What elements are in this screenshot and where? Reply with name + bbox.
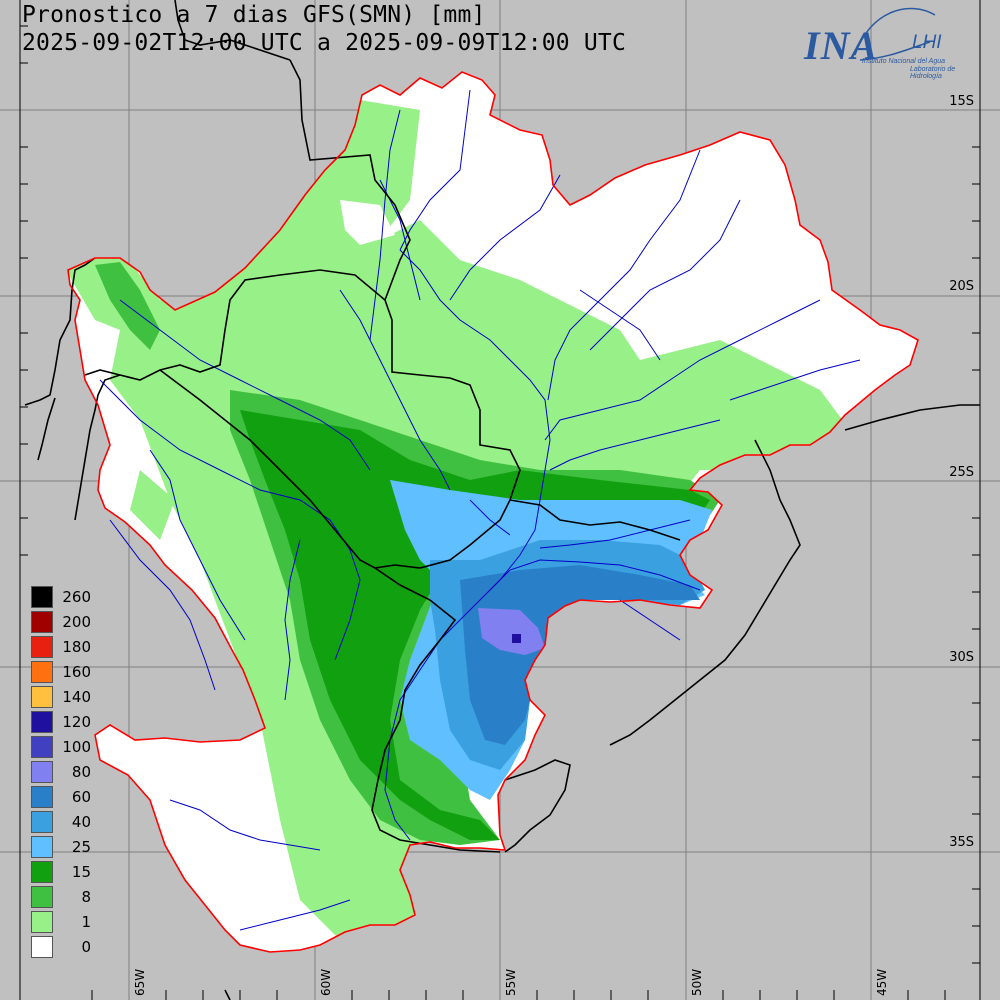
logo-secondary-text: LHI (912, 32, 942, 53)
legend-swatch (31, 686, 53, 708)
legend-label: 25 (71, 838, 91, 856)
legend-item: 0 (31, 935, 111, 959)
legend-item: 15 (31, 860, 111, 884)
logo-main-text: INA (804, 23, 879, 68)
basin-outline (67, 71, 919, 953)
lon-label-65w: 65W (133, 968, 147, 996)
legend-label: 200 (62, 613, 91, 631)
legend-label: 8 (81, 888, 91, 906)
legend-swatch (31, 886, 53, 908)
lon-label-60w: 60W (319, 968, 333, 996)
lon-label-45w: 45W (875, 968, 889, 996)
legend-swatch (31, 611, 53, 633)
legend-swatch (31, 836, 53, 858)
legend-swatch (31, 586, 53, 608)
lon-label-50w: 50W (690, 968, 704, 996)
legend-item: 140 (31, 685, 111, 709)
legend-item: 8 (31, 885, 111, 909)
precip-zone-1mm-patch-east (640, 340, 850, 455)
legend-label: 120 (62, 713, 91, 731)
legend-swatch (31, 736, 53, 758)
precip-zone-0mm-patch (340, 200, 395, 245)
legend-label: 160 (62, 663, 91, 681)
precip-zone-60mm (460, 565, 700, 745)
lat-label-30s: 30S (949, 650, 974, 665)
legend-label: 140 (62, 688, 91, 706)
precip-zone-100mm (512, 634, 521, 643)
legend-item: 1 (31, 910, 111, 934)
legend-swatch (31, 861, 53, 883)
legend-item: 120 (31, 710, 111, 734)
legend-item: 60 (31, 785, 111, 809)
legend-item: 80 (31, 760, 111, 784)
legend-label: 1 (81, 913, 91, 931)
lat-label-25s: 25S (949, 465, 974, 480)
legend-item: 160 (31, 660, 111, 684)
legend-swatch (31, 636, 53, 658)
legend-label: 60 (71, 788, 91, 806)
legend-swatch (31, 811, 53, 833)
legend-swatch (31, 761, 53, 783)
rivers (99, 89, 861, 931)
forecast-period: 2025-09-02T12:00 UTC a 2025-09-09T12:00 … (22, 30, 627, 56)
precip-zone-80mm (478, 608, 545, 655)
legend-item: 260 (31, 585, 111, 609)
lat-label-35s: 35S (949, 835, 974, 850)
legend-swatch (31, 911, 53, 933)
legend-swatch (31, 786, 53, 808)
legend-label: 15 (71, 863, 91, 881)
country-borders (24, 0, 980, 1000)
legend-label: 0 (81, 938, 91, 956)
ina-lhi-logo: INA LHI Instituto Nacional del Agua Labo… (800, 10, 975, 85)
legend-swatch (31, 936, 53, 958)
legend-label: 100 (62, 738, 91, 756)
legend-label: 180 (62, 638, 91, 656)
legend-item: 180 (31, 635, 111, 659)
frame-ticks (19, 0, 981, 1000)
legend-item: 25 (31, 835, 111, 859)
map-title: Pronostico a 7 dias GFS(SMN) [mm] (22, 2, 486, 28)
legend-item: 100 (31, 735, 111, 759)
logo-subtitle-2: Laboratorio de Hidrología (910, 66, 956, 80)
legend-item: 40 (31, 810, 111, 834)
lat-label-20s: 20S (949, 279, 974, 294)
legend-label: 260 (62, 588, 91, 606)
legend-swatch (31, 661, 53, 683)
legend-swatch (31, 711, 53, 733)
precip-zone-1mm-patch-south (130, 470, 175, 540)
logo-subtitle-1: Instituto Nacional del Agua (862, 58, 946, 65)
legend-label: 40 (71, 813, 91, 831)
logo-swoosh (854, 7, 936, 61)
legend-label: 80 (71, 763, 91, 781)
legend-item: 200 (31, 610, 111, 634)
lon-label-55w: 55W (504, 968, 518, 996)
lat-label-15s: 15S (949, 94, 974, 109)
